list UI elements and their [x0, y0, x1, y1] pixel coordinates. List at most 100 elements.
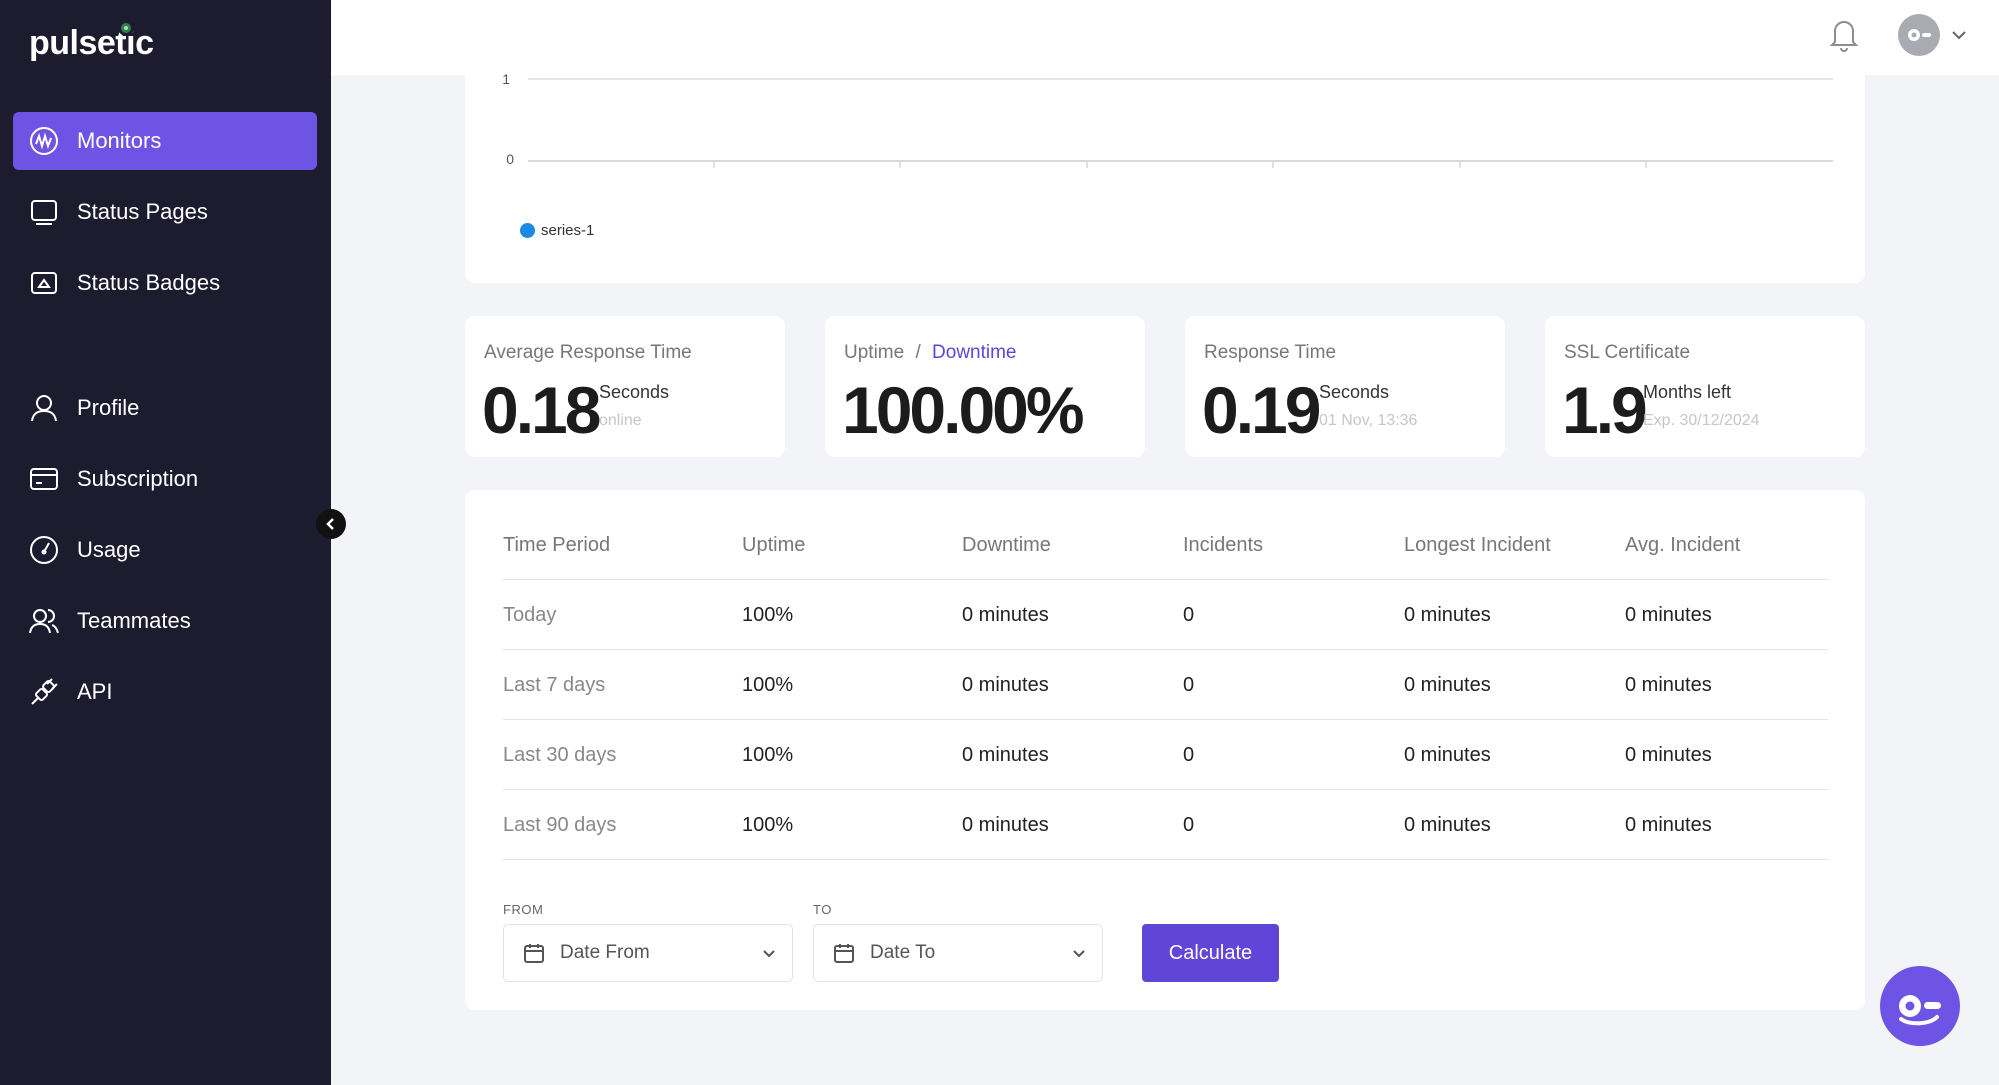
table-header: Uptime [742, 534, 806, 556]
stat-card-uptime: Uptime / Downtime 100.00% [825, 316, 1145, 457]
card-icon [27, 462, 61, 496]
sidebar-item-monitors[interactable]: Monitors [13, 112, 317, 170]
sidebar-item-label: Teammates [77, 608, 191, 633]
table-cell: 0 minutes [962, 674, 1049, 696]
label-separator: / [915, 342, 921, 363]
stat-sub: online [599, 412, 642, 429]
table-header: Avg. Incident [1625, 534, 1741, 556]
top-bar [331, 0, 1999, 75]
table-cell: 0 [1183, 604, 1195, 626]
table-cell: Last 30 days [503, 744, 617, 766]
table-cell: 100% [742, 814, 794, 836]
stat-unit: Months left [1643, 382, 1732, 402]
chevron-down-icon [760, 944, 778, 962]
table-cell: 0 minutes [962, 604, 1049, 626]
stat-value: 0.19 [1202, 373, 1321, 447]
table-cell: 100% [742, 604, 794, 626]
stat-label: Response Time [1204, 342, 1337, 363]
table-cell: Last 90 days [503, 814, 617, 836]
stat-label: Average Response Time [484, 342, 692, 363]
sidebar-item-status-pages[interactable]: Status Pages [13, 183, 317, 241]
sidebar-collapse-button[interactable] [316, 509, 346, 539]
chart-legend[interactable]: series-1 [520, 222, 594, 239]
support-chat-button[interactable] [1880, 966, 1960, 1046]
row-divider [503, 579, 1828, 580]
gauge-icon [27, 533, 61, 567]
sidebar-item-label: Profile [77, 395, 140, 420]
stat-value: 0.18 [482, 373, 601, 447]
stat-card-ssl: SSL Certificate 1.9 Months left Exp. 30/… [1545, 316, 1865, 457]
response-chart: 1 0 [502, 71, 1833, 168]
stat-sub: 01 Nov, 13:36 [1319, 412, 1418, 429]
calendar-icon [522, 941, 546, 965]
calendar-icon [832, 941, 856, 965]
sidebar: pulsetic Monitors Status Pages Status Ba… [0, 0, 331, 1085]
downtime-tab[interactable]: Downtime [932, 342, 1017, 363]
stat-card-avg-response: Average Response Time 0.18 Seconds onlin… [465, 316, 785, 457]
monitor-wave-icon [27, 124, 61, 158]
sidebar-item-label: Status Pages [77, 199, 208, 224]
date-from-picker[interactable]: Date From [503, 924, 793, 982]
stat-card-response-time: Response Time 0.19 Seconds 01 Nov, 13:36 [1185, 316, 1505, 457]
avatar-face-icon [1908, 29, 1931, 41]
sidebar-item-teammates[interactable]: Teammates [13, 592, 317, 650]
stat-unit: Seconds [1319, 382, 1390, 402]
sidebar-item-usage[interactable]: Usage [13, 521, 317, 579]
calculate-button[interactable]: Calculate [1142, 924, 1279, 982]
table-cell: 0 minutes [962, 744, 1049, 766]
to-label: TO [813, 902, 832, 917]
table-cell: 0 minutes [1625, 604, 1712, 626]
sidebar-item-subscription[interactable]: Subscription [13, 450, 317, 508]
date-to-picker[interactable]: Date To [813, 924, 1103, 982]
y-tick-label: 0 [506, 151, 514, 167]
user-icon [27, 391, 61, 425]
legend-label: series-1 [541, 222, 595, 239]
table-cell: 0 minutes [1625, 744, 1712, 766]
table-cell: Last 7 days [503, 674, 606, 696]
sidebar-item-api[interactable]: API [13, 663, 317, 721]
sidebar-item-label: Monitors [77, 128, 162, 153]
y-tick-label: 1 [502, 71, 510, 87]
table-cell: 100% [742, 744, 794, 766]
row-divider [503, 649, 1828, 650]
table-cell: 0 [1183, 814, 1195, 836]
row-divider [503, 719, 1828, 720]
users-icon [27, 604, 61, 638]
table-header: Time Period [503, 534, 611, 556]
stat-value: 100.00% [842, 373, 1085, 447]
chat-face-icon [1899, 995, 1941, 1026]
from-label: FROM [503, 902, 544, 917]
stat-sub: Exp. 30/12/2024 [1643, 412, 1760, 429]
table-cell: 0 minutes [1625, 814, 1712, 836]
table-header: Incidents [1183, 534, 1264, 556]
notifications-bell-icon[interactable] [1828, 16, 1860, 52]
table-cell: 0 minutes [962, 814, 1049, 836]
chevron-left-icon [326, 518, 334, 530]
x-axis-ticks [713, 161, 1647, 168]
table-cell: 0 [1183, 674, 1195, 696]
avatar[interactable] [1898, 14, 1940, 56]
row-divider [503, 789, 1828, 790]
chevron-down-icon [1070, 944, 1088, 962]
stat-unit: Seconds [599, 382, 670, 402]
table-cell: 0 minutes [1404, 814, 1491, 836]
date-from-placeholder: Date From [560, 942, 650, 963]
date-to-placeholder: Date To [870, 942, 936, 963]
row-divider [503, 859, 1828, 860]
legend-dot-icon [520, 223, 535, 238]
sidebar-item-label: Subscription [77, 466, 199, 491]
table-cell: Today [503, 604, 557, 626]
badge-icon [27, 266, 61, 300]
sidebar-item-status-badges[interactable]: Status Badges [13, 254, 317, 312]
table-cell: 0 minutes [1404, 674, 1491, 696]
sidebar-item-profile[interactable]: Profile [13, 379, 317, 437]
table-header: Downtime [962, 534, 1051, 556]
uptime-tab[interactable]: Uptime [844, 342, 905, 363]
table-cell: 0 [1183, 744, 1195, 766]
sidebar-item-label: Status Badges [77, 270, 221, 295]
stat-value: 1.9 [1562, 373, 1648, 447]
response-chart-card [465, 75, 1865, 283]
stat-label: Uptime / Downtime [844, 342, 1017, 364]
chevron-down-icon[interactable] [1950, 26, 1968, 44]
screen-icon [27, 195, 61, 229]
